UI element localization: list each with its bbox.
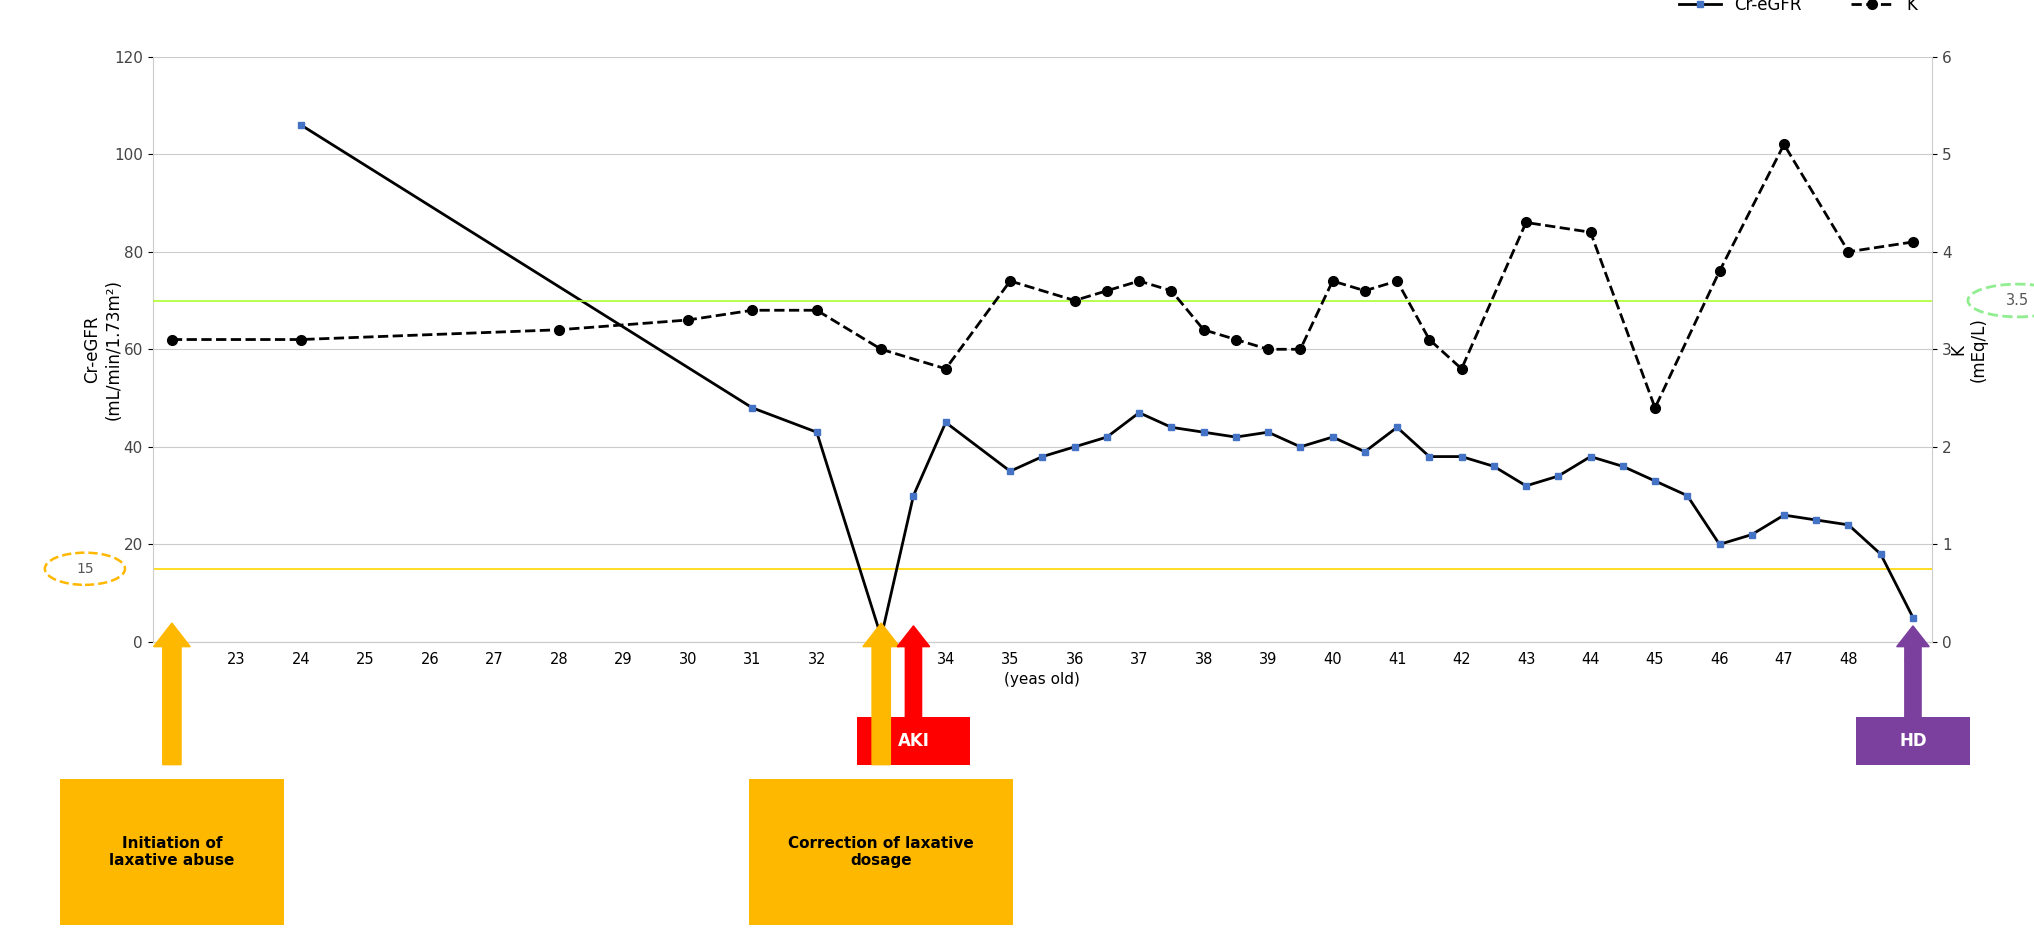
Cr-eGFR (1385, 422, 1410, 433)
Cr-eGFR (1900, 612, 1924, 623)
K (1772, 139, 1796, 150)
Text: Correction of laxative
dosage: Correction of laxative dosage (789, 835, 974, 868)
Cr-eGFR (934, 417, 958, 429)
K (999, 276, 1023, 287)
K (1385, 276, 1410, 287)
K (1127, 276, 1151, 287)
K (805, 305, 830, 316)
Text: Initiation of
laxative abuse: Initiation of laxative abuse (110, 835, 234, 868)
Cr-eGFR (1320, 431, 1344, 443)
Cr-eGFR (1739, 529, 1763, 540)
K (675, 314, 700, 326)
K (1707, 265, 1731, 277)
Cr-eGFR (901, 490, 925, 501)
Cr-eGFR (1255, 427, 1279, 438)
K (547, 324, 572, 335)
K (1320, 276, 1344, 287)
Y-axis label: K
(mEq/L): K (mEq/L) (1949, 317, 1987, 381)
Cr-eGFR (1481, 461, 1505, 472)
Cr-eGFR (1062, 441, 1086, 452)
Line: K: K (167, 140, 1918, 413)
Cr-eGFR (869, 632, 893, 643)
Cr-eGFR (1804, 514, 1829, 526)
Cr-eGFR (1837, 519, 1861, 531)
Cr-eGFR (1224, 431, 1249, 443)
Legend: Cr-eGFR, K: Cr-eGFR, K (1672, 0, 1924, 20)
K (1159, 285, 1184, 296)
K (1192, 324, 1216, 335)
K (1837, 246, 1861, 258)
Text: 15: 15 (75, 562, 94, 576)
Cr-eGFR (1611, 461, 1635, 472)
Line: Cr-eGFR: Cr-eGFR (297, 122, 1916, 641)
K (1418, 334, 1442, 346)
K (1513, 217, 1538, 228)
K (1353, 285, 1377, 296)
Cr-eGFR (1029, 451, 1054, 463)
Text: HD: HD (1900, 732, 1926, 750)
Cr-eGFR (1513, 480, 1538, 492)
Cr-eGFR (740, 402, 765, 413)
X-axis label: (yeas old): (yeas old) (1005, 672, 1080, 687)
K (1094, 285, 1119, 296)
K (1224, 334, 1249, 346)
Cr-eGFR (1546, 470, 1570, 481)
Y-axis label: Cr-eGFR
(mL/min/1.73m²): Cr-eGFR (mL/min/1.73m²) (83, 278, 122, 420)
K (1450, 363, 1475, 375)
Cr-eGFR (289, 119, 313, 130)
Cr-eGFR (805, 427, 830, 438)
Cr-eGFR (1418, 451, 1442, 463)
K (1900, 236, 1924, 247)
Cr-eGFR (1707, 539, 1731, 550)
K (1255, 344, 1279, 355)
Cr-eGFR (1127, 407, 1151, 418)
Cr-eGFR (1772, 510, 1796, 521)
K (740, 305, 765, 316)
Cr-eGFR (1159, 422, 1184, 433)
Cr-eGFR (1869, 548, 1894, 560)
Cr-eGFR (1353, 447, 1377, 458)
K (289, 334, 313, 346)
Cr-eGFR (1578, 451, 1603, 463)
K (1062, 295, 1086, 306)
Text: 3.5: 3.5 (2006, 293, 2030, 308)
Cr-eGFR (999, 465, 1023, 477)
K (934, 363, 958, 375)
K (1288, 344, 1312, 355)
Cr-eGFR (1450, 451, 1475, 463)
Text: AKI: AKI (897, 732, 930, 750)
K (161, 334, 185, 346)
K (869, 344, 893, 355)
K (1643, 402, 1668, 413)
Cr-eGFR (1643, 476, 1668, 487)
K (1578, 227, 1603, 238)
Cr-eGFR (1288, 441, 1312, 452)
Cr-eGFR (1094, 431, 1119, 443)
Cr-eGFR (1192, 427, 1216, 438)
Cr-eGFR (1676, 490, 1700, 501)
